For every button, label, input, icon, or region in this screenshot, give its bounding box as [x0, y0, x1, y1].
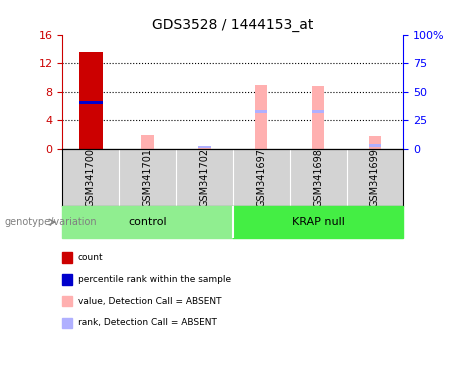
Bar [141, 135, 154, 149]
Bar [62, 274, 72, 285]
Text: KRAP null: KRAP null [292, 217, 344, 227]
Text: percentile rank within the sample: percentile rank within the sample [78, 275, 231, 284]
Text: count: count [78, 253, 104, 262]
Bar [312, 111, 325, 113]
Text: rank, Detection Call = ABSENT: rank, Detection Call = ABSENT [78, 318, 217, 328]
Bar [79, 53, 103, 149]
Bar [198, 146, 211, 148]
Bar [62, 318, 72, 328]
Text: genotype/variation: genotype/variation [5, 217, 97, 227]
Bar [62, 252, 72, 263]
Text: control: control [128, 217, 167, 227]
Bar [369, 136, 381, 149]
Text: value, Detection Call = ABSENT: value, Detection Call = ABSENT [78, 296, 221, 306]
Bar [62, 296, 72, 306]
Title: GDS3528 / 1444153_at: GDS3528 / 1444153_at [152, 18, 313, 32]
Bar [79, 101, 103, 104]
Bar [233, 206, 403, 238]
Bar [255, 84, 267, 149]
Bar [255, 111, 267, 113]
Bar [198, 147, 211, 149]
Bar [62, 206, 233, 238]
Bar [369, 144, 381, 147]
Bar [312, 86, 325, 149]
